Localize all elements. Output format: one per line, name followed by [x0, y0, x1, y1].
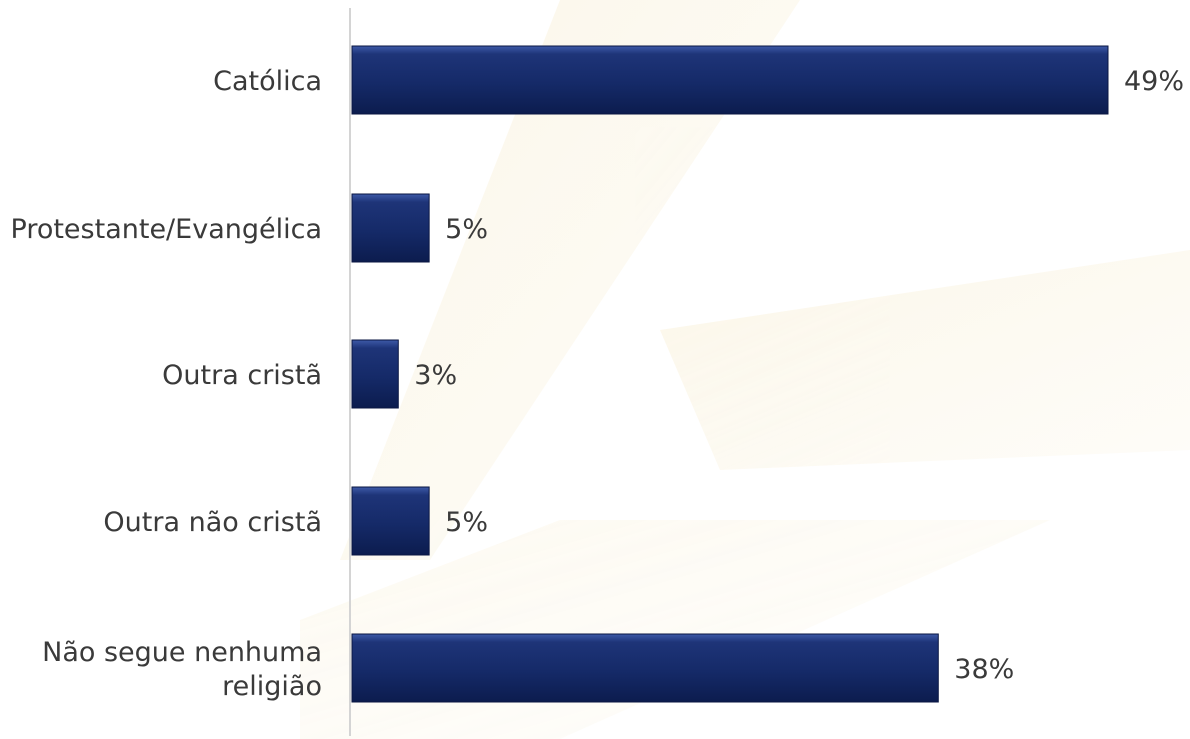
bar-4 — [351, 633, 939, 703]
bar-0 — [351, 45, 1109, 115]
bar-2 — [351, 339, 399, 409]
bar-3 — [351, 486, 430, 556]
value-label-4: 38% — [954, 654, 1014, 685]
bar-1 — [351, 193, 430, 263]
value-labels: 49% 5% 3% 5% 38% — [414, 66, 1184, 685]
value-label-3: 5% — [445, 507, 488, 538]
category-label-4: Não segue nenhuma religião — [42, 637, 322, 702]
category-label-2: Outra cristã — [162, 360, 322, 391]
category-label-1: Protestante/Evangélica — [11, 214, 322, 245]
value-label-0: 49% — [1124, 66, 1184, 97]
value-label-1: 5% — [445, 214, 488, 245]
bars-group — [351, 45, 1109, 703]
category-labels: Católica Protestante/Evangélica Outra cris… — [11, 66, 322, 702]
category-label-3: Outra não cristã — [103, 507, 322, 538]
category-label-0: Católica — [213, 66, 322, 97]
value-label-2: 3% — [414, 360, 457, 391]
